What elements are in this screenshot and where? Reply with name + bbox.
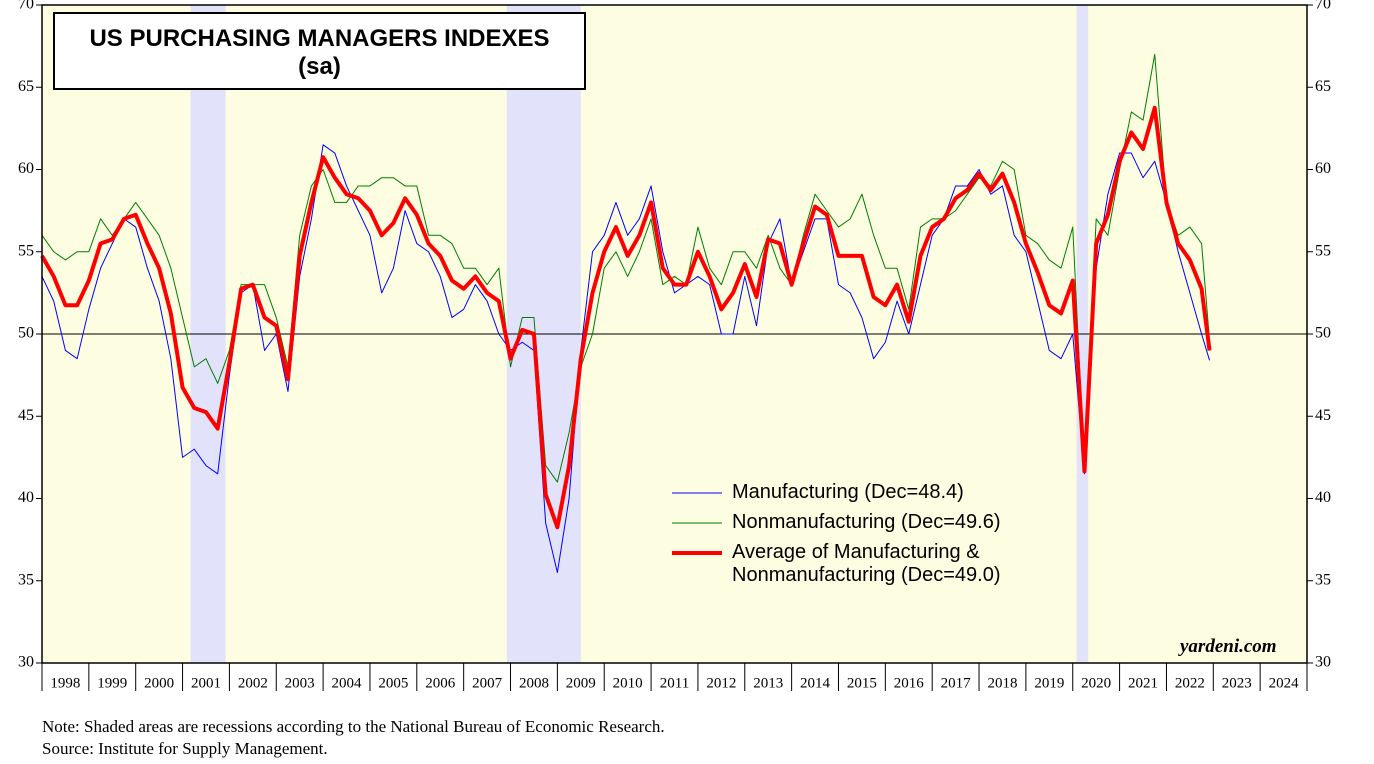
y-tick-label: 55 [18, 242, 34, 259]
x-tick-label: 2019 [1034, 675, 1064, 691]
x-tick-label: 2018 [987, 675, 1017, 691]
x-tick-label: 2024 [1269, 675, 1300, 691]
y2-tick-label: 40 [1315, 489, 1331, 506]
legend-swatch [672, 492, 722, 494]
y2-tick-label: 30 [1315, 654, 1331, 671]
x-tick-label: 2010 [613, 675, 643, 691]
x-tick-label: 1998 [50, 675, 80, 691]
y-tick-label: 40 [18, 489, 34, 506]
x-tick-label: 2021 [1128, 675, 1158, 691]
x-tick-label: 2001 [191, 675, 221, 691]
y-tick-label: 50 [18, 325, 34, 342]
plot-frame [41, 4, 1308, 664]
x-tick-label: 2017 [941, 675, 972, 691]
x-tick-label: 2006 [425, 675, 456, 691]
note: Note: Shaded areas are recessions accord… [42, 717, 665, 736]
y2-tick-label: 70 [1315, 0, 1331, 13]
series-line [40, 105, 1212, 530]
chart-subtitle: (sa) [298, 53, 341, 80]
x-tick-label: 2022 [1175, 675, 1205, 691]
x-tick-label: 2012 [706, 675, 736, 691]
title-box: US PURCHASING MANAGERS INDEXES (sa) [53, 12, 586, 90]
chart-title: US PURCHASING MANAGERS INDEXES [89, 25, 550, 52]
legend-label: Nonmanufacturing (Dec=49.6) [732, 511, 1001, 533]
x-tick-label: 2007 [472, 675, 503, 691]
y2-tick-label: 35 [1315, 571, 1331, 588]
x-tick-label: 2016 [894, 675, 925, 691]
y-tick-label: 65 [18, 78, 34, 95]
legend-item: Nonmanufacturing (Dec=49.6) [672, 511, 1052, 535]
watermark: yardeni.com [1180, 636, 1277, 657]
y2-tick-label: 65 [1315, 78, 1331, 95]
x-tick-label: 2002 [238, 675, 268, 691]
legend-label: Manufacturing (Dec=48.4) [732, 481, 964, 503]
x-tick-label: 2009 [566, 675, 596, 691]
x-tick-label: 2014 [800, 675, 831, 691]
y-tick-label: 70 [18, 0, 34, 13]
legend-swatch [672, 522, 722, 524]
y-tick-label: 45 [18, 407, 34, 424]
x-tick-label: 2011 [660, 675, 689, 691]
source: Source: Institute for Supply Management. [42, 739, 328, 758]
x-tick-label: 2004 [332, 675, 363, 691]
y-tick-label: 35 [18, 571, 34, 588]
x-tick-label: 2023 [1222, 675, 1252, 691]
legend-label: Average of Manufacturing & Nonmanufactur… [732, 541, 1001, 586]
x-tick-label: 2020 [1081, 675, 1111, 691]
y2-tick-label: 45 [1315, 407, 1331, 424]
x-tick-label: 1999 [97, 675, 127, 691]
y2-tick-label: 50 [1315, 325, 1331, 342]
legend: Manufacturing (Dec=48.4) Nonmanufacturing… [672, 481, 1052, 593]
legend-item: Average of Manufacturing & Nonmanufactur… [672, 541, 1052, 587]
legend-swatch [672, 551, 722, 555]
x-tick-label: 2008 [519, 675, 549, 691]
x-tick-label: 2015 [847, 675, 877, 691]
y-tick-label: 60 [18, 160, 34, 177]
y-tick-label: 30 [18, 654, 34, 671]
y2-tick-label: 55 [1315, 242, 1331, 259]
x-tick-label: 2013 [753, 675, 783, 691]
x-tick-label: 2003 [285, 675, 315, 691]
legend-item: Manufacturing (Dec=48.4) [672, 481, 1052, 505]
y2-tick-label: 60 [1315, 160, 1331, 177]
x-tick-label: 2000 [144, 675, 174, 691]
x-tick-label: 2005 [378, 675, 408, 691]
